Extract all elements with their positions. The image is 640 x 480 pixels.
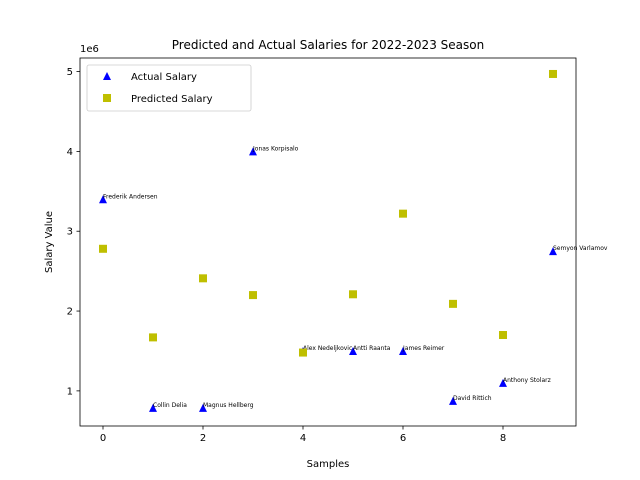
y-tick-label: 3 — [67, 227, 73, 238]
legend-predicted-label: Predicted Salary — [131, 94, 213, 105]
legend-actual-label: Actual Salary — [131, 72, 197, 83]
x-tick-label: 2 — [200, 433, 206, 444]
actual-salary-point — [449, 396, 457, 405]
axes-frame — [79, 57, 577, 427]
player-name-label: David Rittich — [453, 395, 492, 402]
actual-salary-point — [199, 403, 207, 412]
player-name-label: Anthony Stolarz — [503, 377, 551, 384]
chart-title: Predicted and Actual Salaries for 2022-2… — [172, 38, 484, 52]
x-tick-label: 4 — [300, 433, 306, 444]
x-tick-label: 8 — [500, 433, 506, 444]
y-axis-offset-label: 1e6 — [80, 44, 99, 55]
predicted-salary-point — [349, 290, 357, 299]
y-tick-label: 5 — [67, 67, 73, 78]
predicted-salary-point — [549, 69, 557, 78]
y-tick-label: 4 — [67, 147, 73, 158]
y-tick-label: 2 — [67, 307, 73, 318]
player-name-label: Antti Raanta — [353, 345, 391, 352]
x-tick-label: 0 — [100, 433, 106, 444]
predicted-salary-point — [199, 274, 207, 283]
legend-box — [86, 64, 252, 112]
predicted-salary-point — [99, 244, 107, 253]
predicted-salary-point — [149, 333, 157, 342]
x-axis-label: Samples — [307, 459, 350, 470]
predicted-salary-point — [249, 291, 257, 300]
player-name-label: Frederik Andersen — [103, 193, 158, 200]
predicted-salary-point — [299, 348, 307, 357]
actual-salary-point — [399, 346, 407, 355]
predicted-salary-point — [399, 209, 407, 218]
actual-salary-point — [99, 195, 107, 204]
predicted-salary-point — [449, 299, 457, 308]
legend-predicted-marker — [103, 94, 111, 102]
player-name-label: Semyon Varlamov — [553, 245, 608, 252]
legend-actual-marker — [103, 72, 111, 80]
player-name-label: Alex Nedeljkovic — [303, 345, 352, 352]
actual-salary-point — [349, 346, 357, 355]
player-name-label: Magnus Hellberg — [203, 402, 254, 409]
actual-salary-point — [249, 147, 257, 156]
plot-area: 0 2 4 6 8 1 2 3 4 5 Frederik Andersen Collin Delia M… — [67, 57, 608, 444]
actual-salary-point — [149, 403, 157, 412]
x-tick-label: 6 — [400, 433, 406, 444]
actual-salary-point — [549, 247, 557, 256]
y-axis-label: Salary Value — [44, 211, 55, 273]
player-name-label: Collin Delia — [153, 402, 187, 409]
predicted-salary-point — [499, 330, 507, 339]
player-name-label: James Reimer — [402, 345, 445, 352]
y-tick-label: 1 — [67, 386, 73, 397]
legend: Actual Salary Predicted Salary — [86, 64, 252, 112]
player-name-label: Jonas Korpisalo — [252, 145, 299, 152]
actual-salary-point — [499, 378, 507, 387]
